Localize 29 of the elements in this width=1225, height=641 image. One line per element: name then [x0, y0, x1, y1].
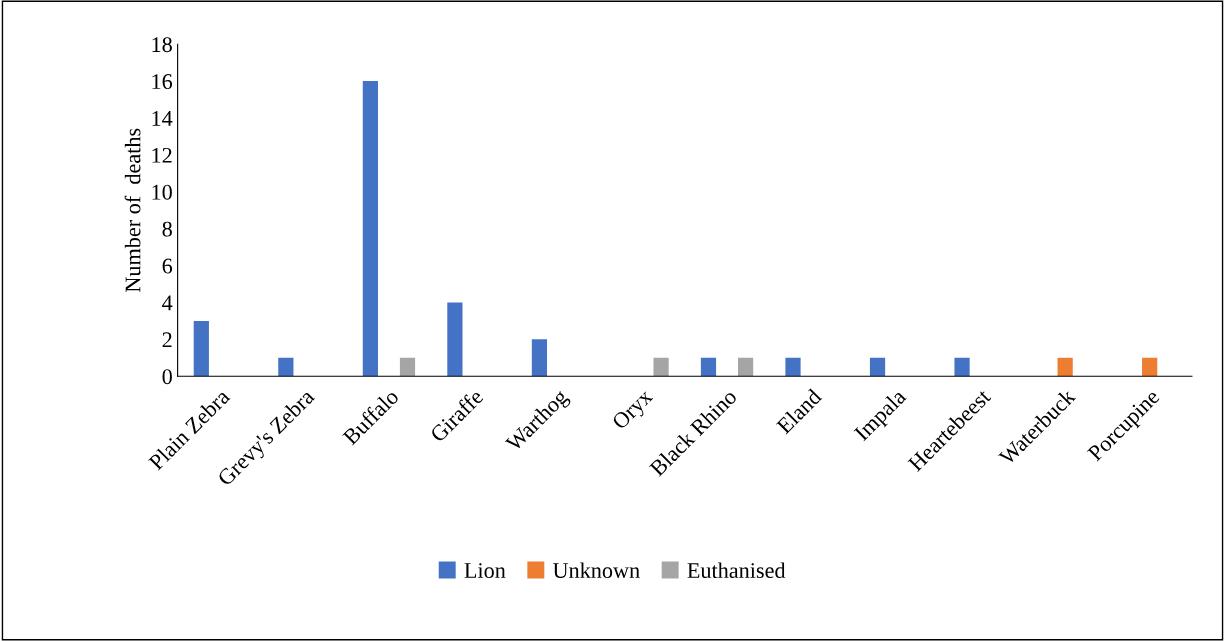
legend-label: Euthanised: [687, 562, 786, 579]
bar: [193, 320, 209, 377]
bar: [399, 357, 416, 377]
bar: [653, 357, 669, 377]
y-tick-label: 0: [162, 369, 172, 385]
y-tick-label: 8: [162, 221, 172, 237]
bar: [362, 81, 378, 377]
y-tick-label: 12: [152, 147, 172, 163]
bar: [531, 339, 548, 377]
legend-label: Unknown: [552, 562, 640, 579]
y-axis-title: Number of deaths: [124, 128, 141, 292]
y-tick-label: 16: [152, 74, 173, 90]
legend-label: Lion: [464, 563, 506, 579]
bar: [954, 357, 970, 377]
bar: [737, 357, 754, 377]
x-tick-label: Oryx: [611, 388, 657, 434]
bar: [700, 357, 717, 377]
y-tick-label: 10: [152, 184, 172, 200]
bar: [447, 302, 463, 377]
bar: [785, 357, 801, 377]
y-tick-label: 6: [162, 258, 173, 274]
y-tick-label: 2: [162, 332, 172, 348]
bar: [1057, 357, 1073, 377]
y-tick-label: 18: [152, 37, 172, 53]
bar: [278, 357, 294, 377]
bar: [1142, 357, 1158, 377]
y-tick-label: 14: [152, 111, 173, 126]
bar: [869, 357, 886, 377]
y-tick-label: 4: [162, 295, 173, 311]
